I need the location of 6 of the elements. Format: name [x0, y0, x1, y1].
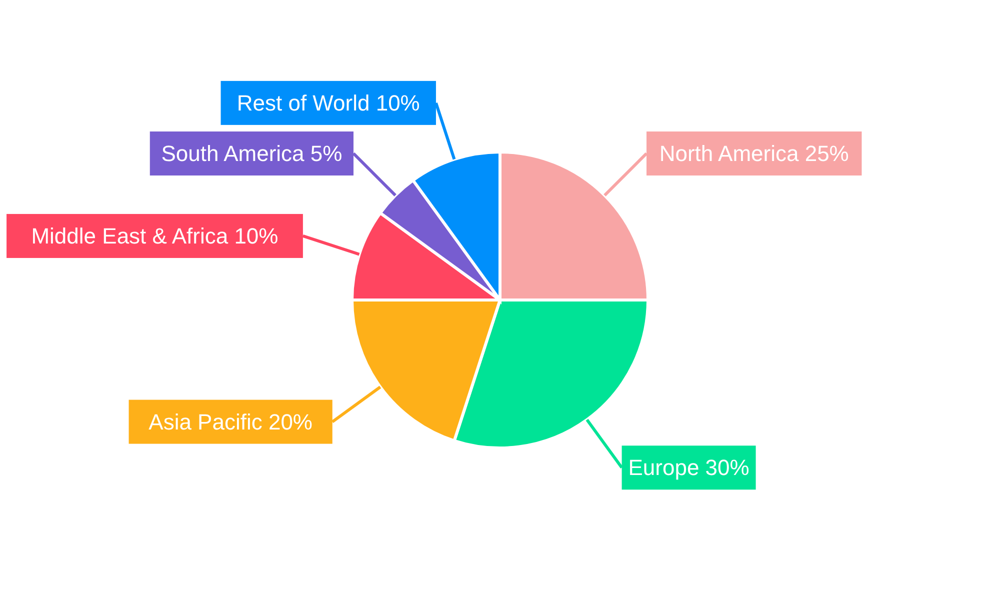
- slice-label: Middle East & Africa 10%: [31, 223, 278, 248]
- slice-label: Europe 30%: [628, 455, 750, 480]
- slice-label: Rest of World 10%: [236, 90, 420, 116]
- slice-label: North America 25%: [659, 140, 849, 166]
- slice-label: Asia Pacific 20%: [148, 409, 312, 434]
- slice-label: South America 5%: [161, 140, 342, 166]
